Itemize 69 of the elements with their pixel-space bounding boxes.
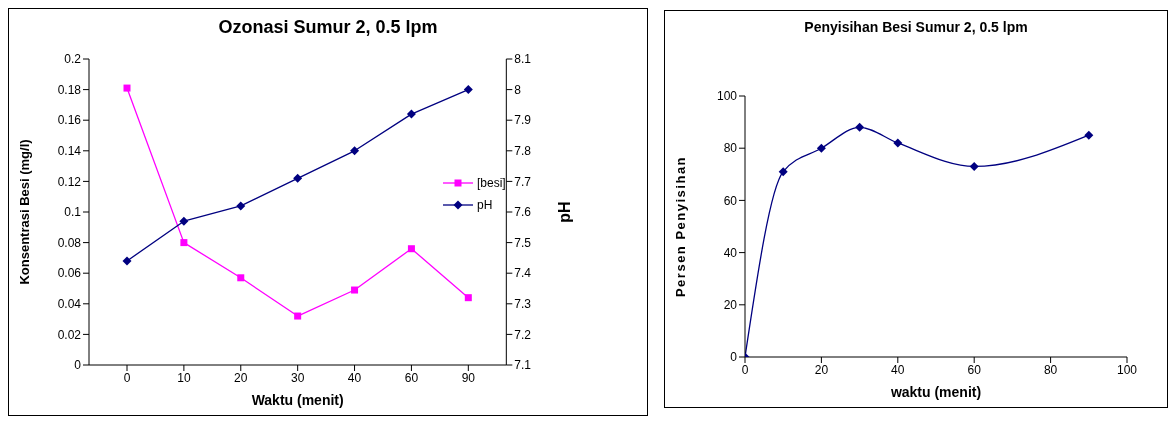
y2-tick-label: 7.1 xyxy=(514,358,532,373)
chart-title: Ozonasi Sumur 2, 0.5 lpm xyxy=(217,17,439,38)
chart-title: Penyisihan Besi Sumur 2, 0.5 lpm xyxy=(803,19,1029,35)
x-axis-title: Waktu (menit) xyxy=(251,392,344,408)
point xyxy=(293,173,303,183)
point xyxy=(406,109,416,119)
y-tick-label: 60 xyxy=(723,193,738,208)
y-tick-label: 0.02 xyxy=(57,327,82,342)
y-tick-label: 0.16 xyxy=(57,113,82,128)
x-tick-label: 40 xyxy=(347,370,362,385)
x-tick-label: 20 xyxy=(814,362,829,377)
point xyxy=(294,312,302,320)
y2-tick-label: 7.9 xyxy=(514,113,532,128)
x-tick-label: 60 xyxy=(967,362,982,377)
point xyxy=(855,122,865,132)
y-tick-label: 20 xyxy=(723,298,738,313)
y-tick-label: 0.18 xyxy=(57,82,82,97)
y2-tick-label: 7.6 xyxy=(514,205,532,220)
x-tick-label: 0 xyxy=(741,362,749,377)
y-axis-title: Persen Penyisihan xyxy=(672,155,688,298)
y-tick-label: 0.08 xyxy=(57,235,82,250)
point xyxy=(236,201,246,211)
y-tick-label: 0.14 xyxy=(57,144,82,159)
y-tick-label: 0.04 xyxy=(57,297,82,312)
point xyxy=(893,138,903,148)
legend-label: [besi] xyxy=(477,176,506,190)
point xyxy=(179,216,189,226)
y2-tick-label: 7.3 xyxy=(514,297,532,312)
point xyxy=(464,294,472,302)
y2-tick-label: 8.1 xyxy=(514,52,532,67)
y-tick-label: 100 xyxy=(716,89,738,104)
x-tick-label: 10 xyxy=(177,370,191,385)
y2-tick-label: 7.8 xyxy=(514,144,532,159)
point xyxy=(122,256,132,266)
y-tick-label: 0.12 xyxy=(57,174,82,189)
x-tick-label: 40 xyxy=(891,362,905,377)
y2-tick-label: 7.7 xyxy=(514,174,532,189)
point xyxy=(463,85,473,95)
y-tick-label: 0 xyxy=(730,350,738,365)
y-tick-label: 0.2 xyxy=(64,52,82,67)
legend-label: pH xyxy=(477,198,493,212)
point xyxy=(816,143,826,153)
point xyxy=(969,161,979,171)
x-tick-label: 80 xyxy=(1043,362,1058,377)
y-tick-label: 80 xyxy=(723,141,738,156)
y2-tick-label: 7.5 xyxy=(514,235,532,250)
point xyxy=(1084,130,1094,140)
y-tick-label: 0.06 xyxy=(57,266,82,281)
y-axis-title: Konsentrasi Besi (mg/l) xyxy=(16,139,32,285)
x-tick-label: 100 xyxy=(1116,362,1138,377)
point xyxy=(778,167,788,177)
x-tick-label: 60 xyxy=(404,370,419,385)
y2-axis-title: pH xyxy=(555,201,573,223)
y2-tick-label: 7.2 xyxy=(514,327,532,342)
point xyxy=(237,274,245,282)
y2-tick-label: 8 xyxy=(514,82,522,97)
x-tick-label: 20 xyxy=(234,370,248,385)
point xyxy=(350,146,360,156)
x-axis-title: waktu (menit) xyxy=(889,384,982,400)
point xyxy=(351,286,359,294)
y-tick-label: 0.1 xyxy=(64,205,82,220)
x-tick-label: 90 xyxy=(461,370,476,385)
x-tick-label: 0 xyxy=(123,370,131,385)
y-tick-label: 40 xyxy=(723,245,738,260)
y2-tick-label: 7.4 xyxy=(514,266,532,281)
point xyxy=(180,239,188,247)
point xyxy=(123,84,131,92)
point xyxy=(407,245,415,253)
x-tick-label: 30 xyxy=(290,370,305,385)
